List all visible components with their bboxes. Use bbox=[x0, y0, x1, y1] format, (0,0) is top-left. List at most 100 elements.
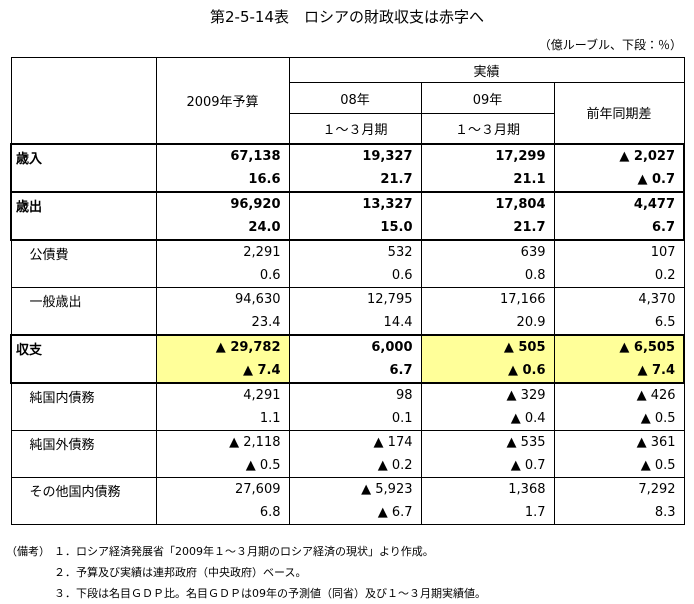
cell-ratio: 23.4 bbox=[155, 310, 290, 335]
table-row: 純国内債務 4,291 98 ▲ 329 ▲ 426 bbox=[10, 382, 685, 431]
cell-ratio: ▲ 0.5 bbox=[155, 453, 290, 477]
cell-ratio: 15.0 bbox=[288, 215, 422, 241]
note-text: １．ロシア経済発展省「2009年１～３月期のロシア経済の現状」より作成。 bbox=[54, 545, 434, 558]
cell-value: 107 bbox=[553, 239, 685, 264]
cell-value: 94,630 bbox=[155, 286, 290, 311]
cell-ratio: 0.6 bbox=[155, 263, 290, 287]
cell-ratio: ▲ 7.4 bbox=[553, 358, 686, 384]
table-row: 歳出 96,920 13,327 17,804 4,477 bbox=[10, 190, 686, 241]
cell-ratio: ▲ 0.5 bbox=[553, 453, 685, 477]
row-label: 一般歳出 bbox=[10, 286, 157, 335]
cell-value: 532 bbox=[288, 239, 422, 264]
cell-ratio: 0.6 bbox=[288, 263, 422, 287]
table-row: 1.1 0.1 ▲ 0.4 ▲ 0.5 bbox=[11, 406, 685, 430]
cell-ratio: 6.5 bbox=[553, 310, 685, 335]
table-row: 0.6 0.6 0.8 0.2 bbox=[11, 263, 685, 287]
note-text: ２．予算及び実績は連邦政府（中央政府）ベース。 bbox=[54, 566, 307, 579]
cell-ratio: 16.6 bbox=[155, 167, 290, 193]
cell-ratio: ▲ 7.4 bbox=[155, 358, 290, 384]
cell-value: 1,368 bbox=[420, 476, 555, 501]
cell-value: ▲ 361 bbox=[553, 429, 685, 454]
row-label: 歳出 bbox=[10, 190, 157, 241]
table-row: ▲ 7.4 6.7 ▲ 0.6 ▲ 7.4 bbox=[11, 358, 686, 384]
header-cell: 実績 bbox=[288, 57, 685, 83]
cell-ratio: 1.1 bbox=[155, 406, 290, 430]
row-label: 歳入 bbox=[10, 142, 157, 193]
cell-value: 17,804 bbox=[420, 190, 555, 216]
cell-ratio: 0.8 bbox=[420, 263, 555, 287]
cell-ratio: 1.7 bbox=[420, 500, 555, 525]
cell-value: ▲ 426 bbox=[553, 382, 685, 407]
header-cell: 前年同期差 bbox=[553, 82, 685, 144]
cell-value: 17,166 bbox=[420, 286, 555, 311]
row-label: その他国内債務 bbox=[10, 476, 157, 525]
cell-ratio: 21.7 bbox=[288, 167, 422, 193]
cell-value: 98 bbox=[288, 382, 422, 407]
cell-value: 19,327 bbox=[288, 142, 422, 168]
table-row: 16.6 21.7 21.1 ▲ 0.7 bbox=[11, 167, 686, 193]
cell-ratio: ▲ 6.7 bbox=[288, 500, 422, 525]
unit-note: （億ルーブル、下段：％） bbox=[538, 38, 682, 52]
row-label: 純国内債務 bbox=[10, 382, 157, 431]
cell-value: 13,327 bbox=[288, 190, 422, 216]
cell-value: 27,609 bbox=[155, 476, 290, 501]
cell-ratio: ▲ 0.4 bbox=[420, 406, 555, 430]
cell-ratio: 14.4 bbox=[288, 310, 422, 335]
cell-ratio: ▲ 0.5 bbox=[553, 406, 685, 430]
cell-ratio: ▲ 0.7 bbox=[553, 167, 686, 193]
data-table: 2009年予算 実績 08年 09年 前年同期差 １～３月期 １～３月期 歳入 67,13… bbox=[10, 57, 686, 525]
table-row: 一般歳出 94,630 12,795 17,166 4,370 bbox=[10, 286, 685, 335]
cell-value: ▲ 5,923 bbox=[288, 476, 422, 501]
cell-value: 4,291 bbox=[155, 382, 290, 407]
table-row: 純国外債務 ▲ 2,118 ▲ 174 ▲ 535 ▲ 361 bbox=[10, 429, 685, 478]
note-prefix: （備考） bbox=[6, 545, 50, 558]
cell-value: ▲ 505 bbox=[420, 333, 555, 359]
cell-value: 96,920 bbox=[155, 190, 290, 216]
cell-ratio: ▲ 0.6 bbox=[420, 358, 555, 384]
cell-ratio: 8.3 bbox=[553, 500, 685, 525]
table-row: 23.4 14.4 20.9 6.5 bbox=[11, 310, 685, 335]
cell-value: ▲ 329 bbox=[420, 382, 555, 407]
cell-value: 6,000 bbox=[288, 333, 422, 359]
notes: （備考） １．ロシア経済発展省「2009年１～３月期のロシア経済の現状」より作成。… bbox=[6, 541, 486, 604]
table-row: 6.8 ▲ 6.7 1.7 8.3 bbox=[11, 500, 685, 525]
cell-ratio: 6.8 bbox=[155, 500, 290, 525]
title: 第2-5-14表 ロシアの財政収支は赤字へ bbox=[209, 8, 484, 26]
cell-ratio: 0.2 bbox=[553, 263, 685, 287]
cell-ratio: 6.7 bbox=[288, 358, 422, 384]
cell-value: 2,291 bbox=[155, 239, 290, 264]
cell-value: 7,292 bbox=[553, 476, 685, 501]
table-row: 歳入 67,138 19,327 17,299 ▲ 2,027 bbox=[10, 142, 686, 193]
table-body: 歳入 67,138 19,327 17,299 ▲ 2,027 16.6 21.7 21.1 ▲… bbox=[10, 142, 686, 525]
cell-value: 17,299 bbox=[420, 142, 555, 168]
cell-value: 67,138 bbox=[155, 142, 290, 168]
cell-ratio: 0.1 bbox=[288, 406, 422, 430]
cell-value: 4,370 bbox=[553, 286, 685, 311]
cell-ratio: ▲ 0.2 bbox=[288, 453, 422, 477]
cell-ratio: 6.7 bbox=[553, 215, 686, 241]
header-cell: １～３月期 bbox=[288, 113, 422, 144]
cell-value: 639 bbox=[420, 239, 555, 264]
header-cell: 2009年予算 bbox=[155, 57, 290, 144]
cell-value: ▲ 6,505 bbox=[553, 333, 686, 359]
cell-value: ▲ 535 bbox=[420, 429, 555, 454]
header-cell: 08年 bbox=[288, 82, 422, 114]
note-line: ２．予算及び実績は連邦政府（中央政府）ベース。 bbox=[6, 562, 486, 583]
note-text: ３．下段は名目ＧＤＰ比。名目ＧＤＰは09年の予測値（同省）及び１～３月期実績値。 bbox=[54, 587, 486, 600]
table-row: 公債費 2,291 532 639 107 bbox=[10, 239, 685, 288]
header-cell: １～３月期 bbox=[420, 113, 555, 144]
cell-value: 4,477 bbox=[553, 190, 686, 216]
table-row: ▲ 0.5 ▲ 0.2 ▲ 0.7 ▲ 0.5 bbox=[11, 453, 685, 477]
row-label: 公債費 bbox=[10, 239, 157, 288]
cell-value: ▲ 29,782 bbox=[155, 333, 290, 359]
cell-ratio: 24.0 bbox=[155, 215, 290, 241]
cell-ratio: 21.1 bbox=[420, 167, 555, 193]
cell-ratio: 21.7 bbox=[420, 215, 555, 241]
row-label: 純国外債務 bbox=[10, 429, 157, 478]
cell-ratio: ▲ 0.7 bbox=[420, 453, 555, 477]
row-label: 収支 bbox=[10, 333, 157, 384]
cell-ratio: 20.9 bbox=[420, 310, 555, 335]
cell-value: ▲ 174 bbox=[288, 429, 422, 454]
